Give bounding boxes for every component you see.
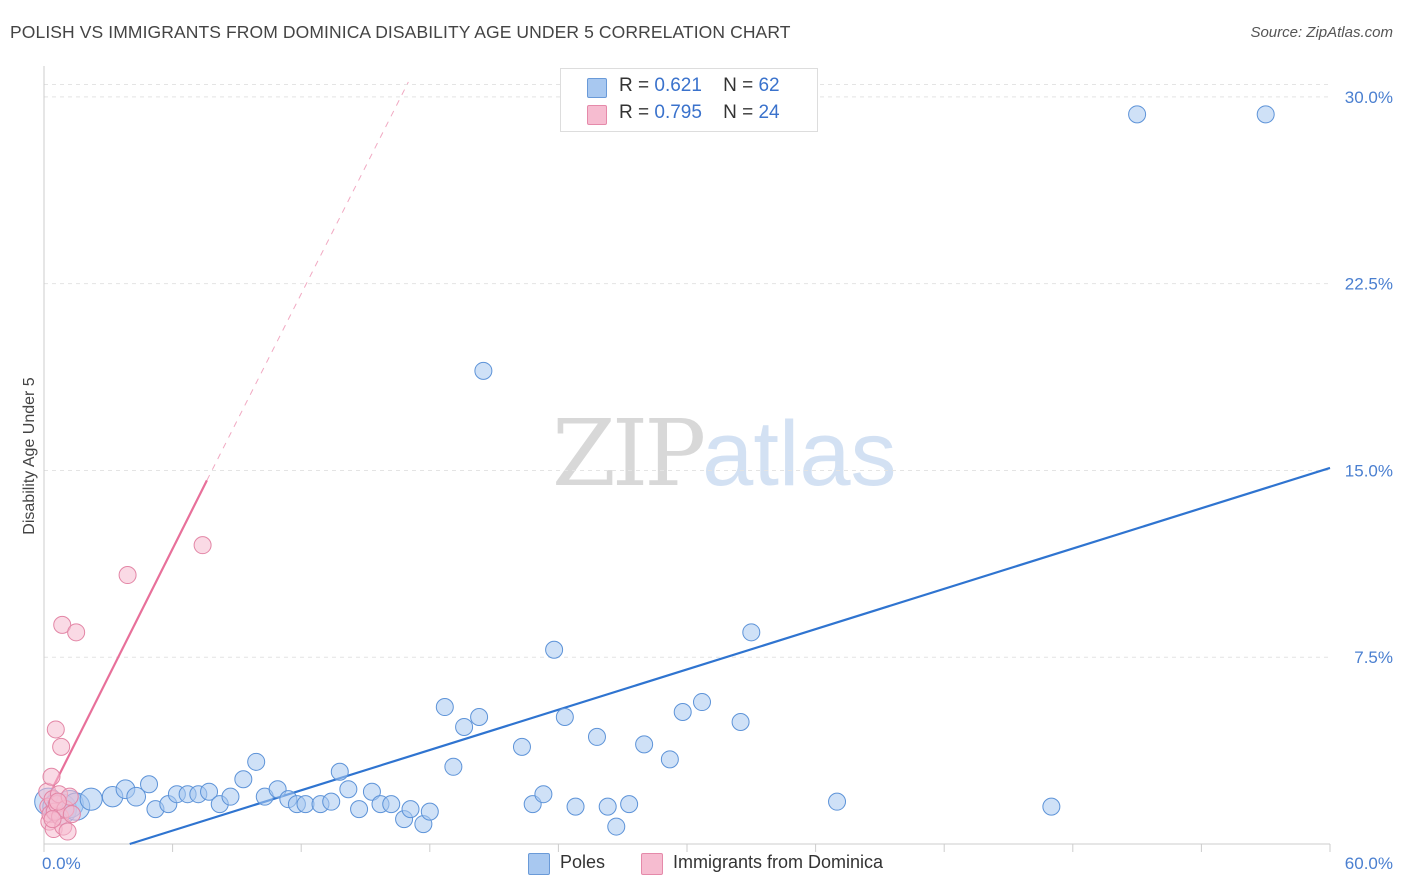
- point-poles-8: [126, 786, 147, 807]
- y-tick-label-3: 30.0%: [1345, 88, 1393, 107]
- x-tick-label-1: 60.0%: [1345, 854, 1393, 873]
- gridlines: [44, 83, 1330, 658]
- point-poles-60: [1128, 105, 1147, 124]
- point-poles-55: [693, 693, 712, 712]
- point-poles-26: [322, 792, 341, 811]
- point-dominica-4: [42, 767, 61, 786]
- point-poles-39: [455, 717, 474, 736]
- point-dominica-22: [118, 566, 137, 585]
- point-dominica-8: [46, 720, 65, 739]
- point-poles-48: [587, 727, 606, 746]
- point-dominica-21: [48, 792, 67, 811]
- point-poles-38: [444, 757, 463, 776]
- point-poles-5: [79, 787, 103, 811]
- point-poles-40: [470, 707, 489, 726]
- point-dominica-20: [43, 810, 62, 829]
- watermark-atlas: atlas: [702, 403, 897, 505]
- y-axis-label: Disability Age Under 5: [21, 377, 38, 535]
- point-poles-19: [247, 752, 266, 771]
- trend-line-dominica: [47, 479, 208, 798]
- point-dominica-18: [62, 805, 81, 824]
- bottom-legend-label-dominica: Immigrants from Dominica: [673, 852, 884, 872]
- point-poles-58: [828, 792, 847, 811]
- point-poles-52: [635, 735, 654, 754]
- trend-lines: [47, 81, 1331, 846]
- point-dominica-16: [58, 822, 77, 841]
- x-tick-label-0: 0.0%: [42, 854, 81, 873]
- r-value-poles: 0.621: [654, 75, 702, 96]
- point-poles-17: [221, 787, 240, 806]
- data-points: [34, 105, 1275, 841]
- bottom-legend-label-poles: Poles: [560, 852, 606, 872]
- point-poles-53: [660, 750, 679, 769]
- tick-labels: 7.5% 15.0% 22.5% 30.0% 0.0% 60.0%: [42, 88, 1393, 873]
- point-poles-24: [296, 795, 315, 814]
- trend-line-poles: [129, 466, 1331, 846]
- point-poles-51: [620, 795, 639, 814]
- point-poles-61: [1256, 105, 1275, 124]
- y-tick-label-1: 15.0%: [1345, 461, 1393, 480]
- point-poles-27: [330, 762, 349, 781]
- point-poles-15: [200, 782, 219, 801]
- point-dominica-19: [67, 623, 86, 642]
- point-poles-29: [350, 800, 369, 819]
- point-poles-9: [140, 775, 159, 794]
- source-label: Source: ZipAtlas.com: [1250, 24, 1393, 41]
- point-poles-36: [420, 802, 439, 821]
- point-poles-32: [382, 795, 401, 814]
- watermark-zip: ZIP: [552, 400, 706, 507]
- point-poles-37: [435, 698, 454, 717]
- point-poles-56: [731, 712, 750, 731]
- point-poles-45: [545, 640, 564, 659]
- chart-title: POLISH VS IMMIGRANTS FROM DOMINICA DISAB…: [10, 22, 791, 42]
- bottom-legend-swatch-dominica: [641, 853, 663, 875]
- legend-swatch-poles: [587, 78, 607, 98]
- point-poles-34: [401, 800, 420, 819]
- point-poles-49: [598, 797, 617, 816]
- axes: [43, 66, 1331, 852]
- n-value-poles: 62: [758, 75, 780, 96]
- point-poles-18: [234, 770, 253, 789]
- point-dominica-12: [52, 737, 71, 756]
- point-poles-46: [555, 707, 574, 726]
- point-poles-54: [673, 703, 692, 722]
- point-poles-30: [362, 782, 381, 801]
- trend-extension-dominica: [206, 81, 409, 481]
- stats-legend: R = 0.621 N = 62 R = 0.795 N = 24: [560, 68, 818, 132]
- point-poles-57: [742, 623, 761, 642]
- point-poles-41: [474, 361, 493, 380]
- point-dominica-23: [193, 536, 212, 555]
- y-tick-label-0: 7.5%: [1354, 648, 1393, 667]
- point-dominica-13: [53, 615, 72, 634]
- point-poles-44: [534, 785, 553, 804]
- bottom-legend-swatch-poles: [528, 853, 550, 875]
- point-poles-47: [566, 797, 585, 816]
- n-value-dominica: 24: [758, 102, 780, 123]
- point-poles-42: [512, 737, 531, 756]
- r-value-dominica: 0.795: [654, 102, 702, 123]
- point-poles-50: [607, 817, 626, 836]
- watermark: ZIPatlas: [552, 400, 897, 507]
- legend-stats-poles: R = 0.621 N = 62: [619, 75, 780, 96]
- point-poles-59: [1042, 797, 1061, 816]
- y-tick-label-2: 22.5%: [1345, 275, 1393, 294]
- legend-swatch-dominica: [587, 105, 607, 125]
- legend-stats-dominica: R = 0.795 N = 24: [619, 102, 780, 123]
- point-poles-28: [339, 780, 358, 799]
